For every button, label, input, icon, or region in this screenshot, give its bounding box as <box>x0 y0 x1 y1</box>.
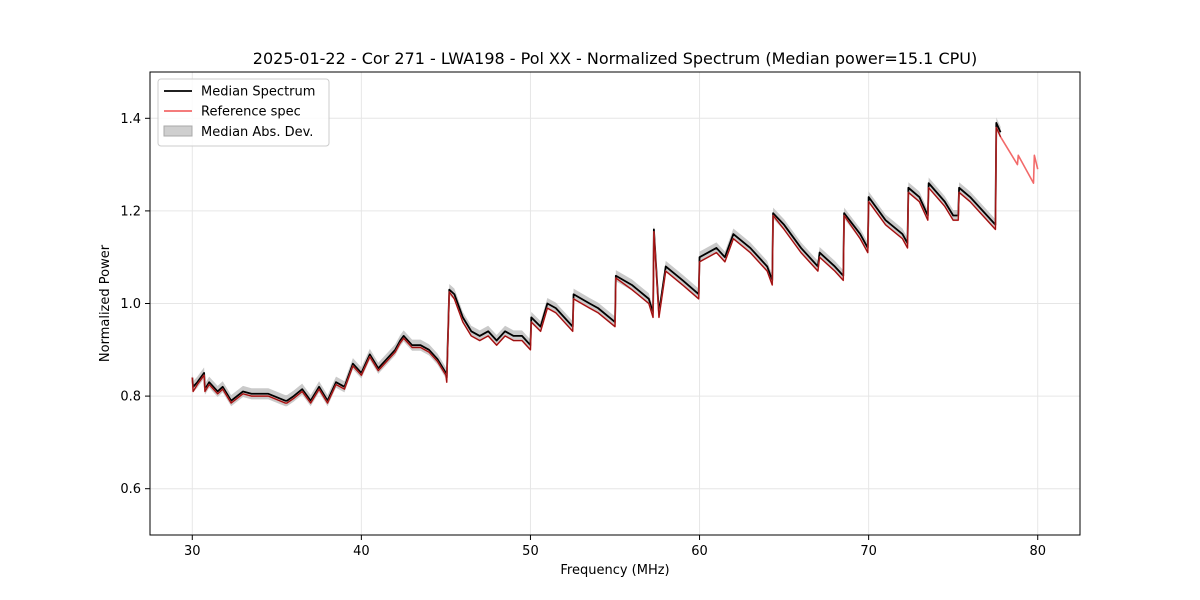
x-tick-label: 70 <box>860 544 877 559</box>
reference-overlap-line <box>191 126 1002 404</box>
y-tick-label: 1.4 <box>120 112 141 127</box>
legend-mad-swatch <box>163 125 193 137</box>
y-axis-label: Normalized Power <box>98 244 113 362</box>
y-tick-label: 0.8 <box>120 390 141 405</box>
x-tick-label: 50 <box>522 544 539 559</box>
x-tick-label: 60 <box>691 544 708 559</box>
series-layer <box>191 122 1039 404</box>
x-axis-label: Frequency (MHz) <box>560 563 669 578</box>
y-tick-label: 0.6 <box>120 482 141 497</box>
legend-box <box>157 78 330 147</box>
median-spectrum-line <box>191 122 1002 402</box>
x-tick-label: 30 <box>184 544 201 559</box>
legend-mad-label: Median Abs. Dev. <box>201 125 313 140</box>
y-tick-label: 1.2 <box>120 204 141 219</box>
legend: Median Spectrum Reference spec Median Ab… <box>157 78 330 147</box>
x-tick-label: 40 <box>353 544 370 559</box>
x-tick-label: 80 <box>1029 544 1046 559</box>
x-axis: 30 40 50 60 70 80 <box>184 535 1046 559</box>
chart-title: 2025-01-22 - Cor 271 - LWA198 - Pol XX -… <box>253 49 977 68</box>
legend-median-label: Median Spectrum <box>201 85 315 100</box>
y-tick-label: 1.0 <box>120 297 141 312</box>
y-axis: 0.6 0.8 1.0 1.2 1.4 <box>120 112 150 497</box>
legend-reference-label: Reference spec <box>201 105 301 120</box>
